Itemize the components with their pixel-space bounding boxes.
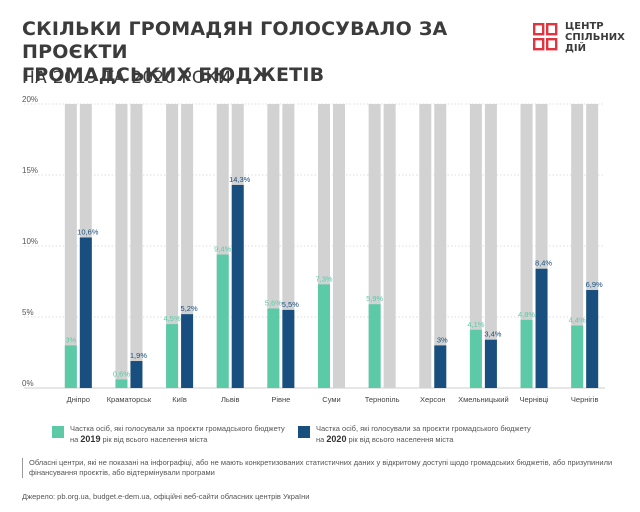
bar-2020 (484, 339, 497, 388)
data-bars (64, 184, 599, 388)
category-label: Рівне (271, 395, 290, 404)
legend-item-2020: Частка осіб, які голосували за проєкти г… (298, 424, 538, 454)
logo-square-0 (533, 23, 545, 36)
data-label-2020: 5,5% (282, 300, 299, 309)
category-label: Херсон (420, 395, 446, 404)
logo-line-3: ДІЙ (565, 43, 586, 54)
chart-subtitle: НА 2019 ТА 2020 РОКИ (22, 68, 231, 88)
data-label-2019: 4,4% (569, 316, 586, 325)
data-label-2019: 4,5% (164, 314, 181, 323)
chart-grid (24, 103, 605, 389)
data-label-2019: 0,6% (113, 369, 130, 378)
bg-bar-2019 (419, 104, 432, 388)
logo-square-2 (533, 38, 545, 51)
legend-text-2019: Частка осіб, які голосували за проєкти г… (70, 424, 285, 444)
bar-2019 (267, 308, 280, 388)
logo-mark-icon (533, 23, 558, 51)
legend-swatch-2020 (298, 426, 310, 438)
bar-2019 (318, 284, 330, 388)
data-label-2020: 14,3% (229, 175, 251, 184)
bg-bar-2019 (115, 104, 128, 388)
category-label: Краматорськ (107, 395, 152, 404)
category-label: Київ (172, 395, 187, 404)
value-labels: 3% 10,6% 0,6%1,9% 4,5%5,2% 9,4% 14,3% 5,6% 5,5%… (65, 175, 603, 379)
bg-bar-2020 (383, 104, 396, 388)
logo-line-2: СПІЛЬНИХ (565, 32, 625, 43)
bar-2020 (130, 361, 143, 388)
category-label: Дніпро (67, 395, 90, 404)
data-label-2020: 6,9% (586, 280, 603, 289)
y-tick-label: 15% (22, 166, 38, 175)
data-label-2020: 5,2% (181, 304, 198, 313)
bg-bar-2020 (130, 104, 143, 388)
logo: ЦЕНТР СПІЛЬНИХ ДІЙ (532, 20, 632, 60)
logo-square-1 (545, 23, 558, 36)
bg-bar-2019 (520, 104, 533, 388)
title-line-1: СКІЛЬКИ ГРОМАДЯН ГОЛОСУВАЛО ЗА ПРОЄКТИ (22, 18, 448, 63)
bg-bar-2020 (333, 104, 345, 388)
bar-2020 (586, 290, 599, 388)
bar-2020 (535, 268, 548, 388)
bg-bar-2020 (484, 104, 497, 388)
bg-bar-2019 (64, 104, 77, 388)
bar-chart: 3% 10,6% 0,6%1,9% 4,5%5,2% 9,4% 14,3% 5,6% 5,5%… (22, 95, 605, 404)
data-label-2020: 1,9% (130, 351, 147, 360)
data-label-2020: 8,4% (535, 259, 552, 268)
bar-2019 (115, 379, 128, 388)
data-label-2019: 5,6% (265, 298, 282, 307)
category-labels: Дніпро Краматорськ Київ Львів Рівне Суми Терно… (67, 395, 599, 404)
logo-square-3 (545, 38, 558, 51)
logo-line-1: ЦЕНТР (565, 21, 604, 32)
bar-2020 (231, 184, 244, 388)
bg-bar-2019 (469, 104, 482, 388)
bg-bar-2019 (571, 104, 584, 388)
title-line-2: ГРОМАДСЬКИХ БЮДЖЕТІВ (22, 64, 325, 86)
category-label: Суми (322, 395, 340, 404)
data-label-2019: 7,3% (315, 274, 332, 283)
bar-2019 (520, 319, 533, 388)
data-label-2019: 3% (65, 335, 76, 344)
data-label-2019: 9,4% (214, 245, 231, 254)
data-label-2020: 3% (437, 335, 448, 344)
legend-item-2019: Частка осіб, які голосували за проєкти г… (52, 424, 292, 454)
footer-note: Обласні центри, які не показані на інфог… (22, 458, 629, 478)
legend-swatch-2019 (52, 426, 64, 438)
category-label: Хмельницький (458, 395, 509, 404)
category-label: Тернопіль (365, 395, 400, 404)
category-label: Львів (221, 395, 239, 404)
chart-title: СКІЛЬКИ ГРОМАДЯН ГОЛОСУВАЛО ЗА ПРОЄКТИ Г… (22, 18, 522, 87)
bar-2019 (571, 325, 584, 388)
bar-2020 (181, 314, 194, 388)
source-note: Джерело: pb.org.ua, budget.e-dem.ua, офі… (22, 492, 310, 501)
bar-2019 (469, 329, 482, 388)
y-tick-label: 0% (22, 379, 34, 388)
y-tick-labels: 0% 5% 10% 15% 20% (22, 95, 38, 388)
bg-bar-2019 (166, 104, 179, 388)
bar-2019 (64, 345, 77, 388)
legend-text-2020: Частка осіб, які голосували за проєкти г… (316, 424, 531, 444)
y-tick-label: 20% (22, 95, 38, 104)
data-label-2020: 10,6% (77, 227, 99, 236)
data-label-2019: 5,9% (366, 294, 383, 303)
category-label: Чернівці (519, 395, 548, 404)
logo-text: ЦЕНТР СПІЛЬНИХ ДІЙ (565, 21, 625, 54)
data-label-2019: 4,8% (518, 310, 535, 319)
bar-2019 (216, 254, 229, 388)
data-label-2019: 4,1% (467, 320, 484, 329)
y-tick-label: 5% (22, 308, 34, 317)
bar-2020 (79, 237, 92, 388)
data-label-2020: 3,4% (484, 330, 501, 339)
bar-2020 (282, 309, 295, 388)
bar-2019 (166, 324, 179, 388)
bar-2020 (434, 345, 447, 388)
y-tick-label: 10% (22, 237, 38, 246)
bar-2019 (368, 304, 381, 388)
category-label: Чернігів (571, 395, 599, 404)
bg-bar-2020 (434, 104, 447, 388)
